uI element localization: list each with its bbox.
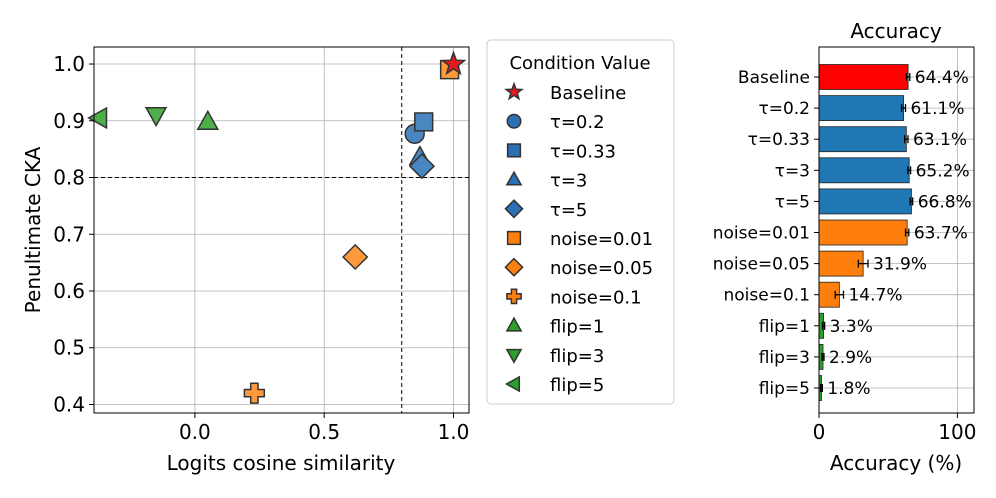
- bar-tau-3: [818, 157, 910, 184]
- legend-marker-flip-5: [504, 375, 521, 393]
- scatter-x-axis-label: Logits cosine similarity: [167, 451, 396, 475]
- legend-marker-noise-0-1: [506, 288, 522, 305]
- legend-label-flip-5: flip=5: [550, 375, 604, 396]
- scatter-x-ticks: 0.0 0.5 1.0: [179, 413, 469, 444]
- legend: Condition Value Baseline τ=0.2 τ=0.33 τ=3 τ=…: [486, 39, 675, 405]
- legend-marker-flip-3: [505, 348, 523, 364]
- value-label-tau-0-2: 61.1%: [910, 99, 964, 119]
- bar-panel: 64.4% 61.1% 63.1% 65.2% 66.8% 63.7% 31.9% 14.7%…: [713, 19, 977, 475]
- category-label-tau-0-33: τ=0.33: [748, 130, 810, 150]
- value-label-tau-0-33: 63.1%: [913, 130, 967, 150]
- point-flip-1: [196, 109, 220, 131]
- bar-x-tick-label: 0: [813, 420, 826, 444]
- bar-x-ticks: 0 100: [813, 413, 976, 444]
- bar-plot-frame: [818, 46, 975, 414]
- category-label-flip-5: flip=5: [759, 379, 810, 399]
- category-label-tau-3: τ=3: [775, 161, 810, 181]
- scatter-y-tick-label: 0.8: [53, 166, 85, 190]
- scatter-points: [87, 50, 467, 404]
- scatter-reference-lines: [94, 47, 469, 413]
- bar-category-labels: Baseline τ=0.2 τ=0.33 τ=3 τ=5 noise=0.01 noise…: [713, 68, 819, 399]
- legend-marker-flip-1: [505, 316, 523, 332]
- point-tau-5: [408, 153, 436, 180]
- bar-noise-0-05: [818, 250, 864, 277]
- value-label-flip-3: 2.9%: [829, 348, 872, 368]
- bar-x-axis-label: Accuracy (%): [830, 451, 962, 475]
- category-label-noise-0-01: noise=0.01: [713, 224, 810, 244]
- bar-tau-0-33: [818, 126, 907, 153]
- bar-baseline: [818, 64, 909, 90]
- legend-marker-tau-5: [504, 199, 524, 219]
- scatter-x-tick-label: 0.5: [308, 420, 340, 444]
- category-label-tau-5: τ=5: [775, 192, 810, 212]
- legend-title: Condition Value: [509, 53, 650, 74]
- legend-label-tau-0-33: τ=0.33: [550, 141, 616, 162]
- category-label-flip-1: flip=1: [759, 317, 810, 337]
- point-noise-0-1: [243, 382, 266, 404]
- value-label-noise-0-05: 31.9%: [873, 255, 927, 275]
- scatter-y-tick-label: 0.4: [53, 392, 85, 416]
- legend-label-tau-5: τ=5: [550, 200, 587, 221]
- category-label-noise-0-1: noise=0.1: [724, 286, 811, 306]
- category-label-noise-0-05: noise=0.05: [713, 255, 810, 275]
- legend-label-noise-0-01: noise=0.01: [550, 229, 653, 250]
- value-label-baseline: 64.4%: [915, 68, 969, 88]
- scatter-plot-frame: [93, 46, 470, 414]
- bar-x-tick-label: 100: [938, 420, 976, 444]
- scatter-grid: [94, 47, 469, 413]
- bar-tau-5: [818, 188, 912, 215]
- value-label-flip-1: 3.3%: [830, 317, 873, 337]
- legend-marker-tau-3: [505, 170, 523, 186]
- bar-chart-title: Accuracy: [850, 19, 941, 43]
- bar-noise-0-01: [818, 219, 908, 246]
- legend-label-flip-3: flip=3: [550, 346, 604, 367]
- legend-marker-noise-0-05: [504, 257, 524, 277]
- value-label-noise-0-1: 14.7%: [848, 286, 902, 306]
- legend-label-tau-3: τ=3: [550, 171, 587, 192]
- scatter-y-axis-label: Penultimate CKA: [21, 146, 45, 313]
- legend-label-noise-0-1: noise=0.1: [550, 287, 642, 308]
- legend-marker-tau-0-2: [506, 113, 522, 129]
- legend-label-noise-0-05: noise=0.05: [550, 258, 653, 279]
- scatter-x-tick-label: 1.0: [438, 420, 470, 444]
- scatter-y-tick-label: 0.5: [53, 336, 85, 360]
- scatter-y-tick-label: 0.9: [53, 109, 85, 133]
- scatter-y-tick-label: 0.7: [53, 222, 85, 246]
- category-label-tau-0-2: τ=0.2: [758, 99, 810, 119]
- scatter-y-ticks: 0.4 0.5 0.6 0.7 0.8 0.9 1.0: [53, 52, 94, 416]
- legend-entries: Baseline τ=0.2 τ=0.33 τ=3 τ=5 noise=0.01 noise…: [504, 81, 653, 396]
- category-label-baseline: Baseline: [738, 68, 810, 88]
- point-baseline: [440, 50, 467, 76]
- value-label-flip-5: 1.8%: [827, 379, 870, 399]
- value-label-noise-0-01: 63.7%: [914, 224, 968, 244]
- legend-label-tau-0-2: τ=0.2: [550, 112, 605, 133]
- legend-label-baseline: Baseline: [550, 83, 626, 104]
- scatter-y-tick-label: 1.0: [53, 52, 85, 76]
- category-label-flip-3: flip=3: [759, 348, 810, 368]
- scatter-x-tick-label: 0.0: [179, 420, 211, 444]
- value-label-tau-3: 65.2%: [916, 161, 970, 181]
- bars: 64.4% 61.1% 63.1% 65.2% 66.8% 63.7% 31.9% 14.7%…: [818, 64, 972, 401]
- value-label-tau-5: 66.8%: [918, 192, 972, 212]
- legend-frame: [486, 39, 675, 405]
- point-flip-5: [87, 106, 108, 130]
- legend-marker-tau-0-33: [506, 143, 522, 158]
- legend-marker-noise-0-01: [506, 230, 522, 246]
- bar-tau-0-2: [818, 95, 904, 121]
- scatter-panel: 0.0 0.5 1.0 0.4 0.5 0.6 0.7 0.8 0.9 1.0 Logits c…: [21, 46, 470, 475]
- legend-marker-baseline: [504, 81, 524, 101]
- point-flip-3: [144, 106, 168, 128]
- legend-label-flip-1: flip=1: [550, 317, 604, 338]
- point-tau-0-33: [414, 112, 434, 132]
- point-noise-0-05: [342, 243, 369, 271]
- scatter-y-tick-label: 0.6: [53, 279, 85, 303]
